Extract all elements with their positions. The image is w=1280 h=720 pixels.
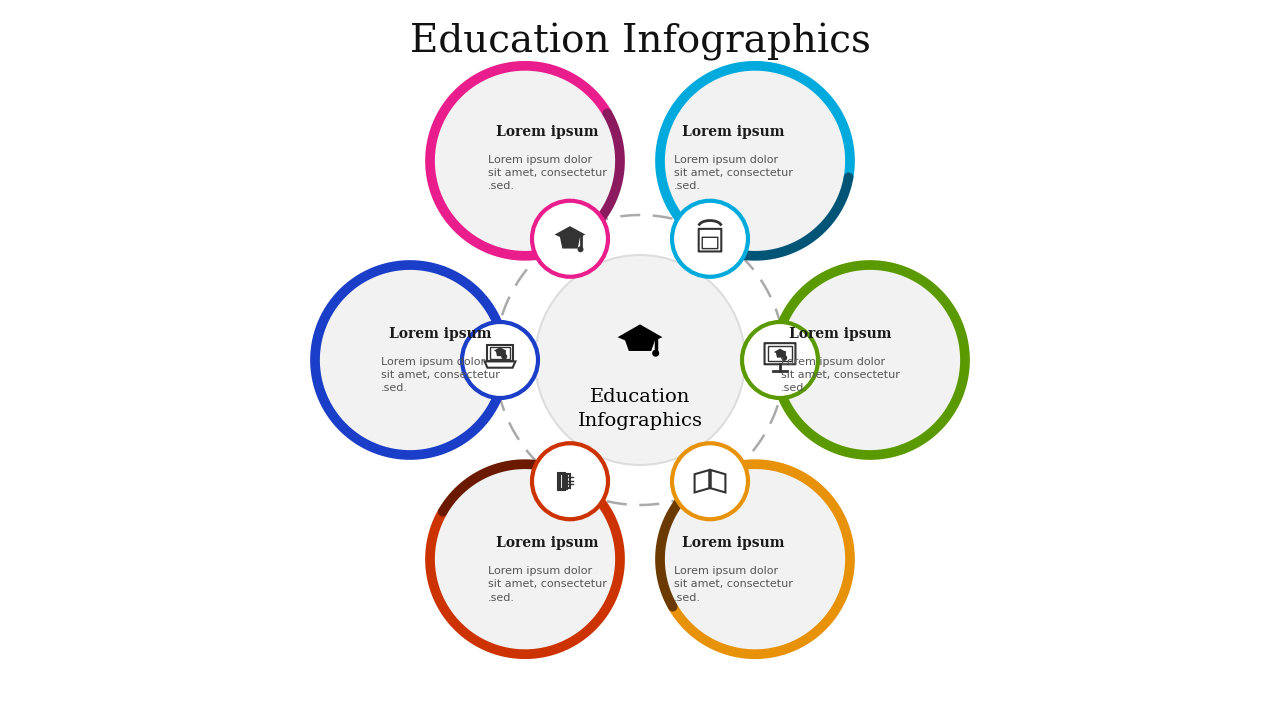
Circle shape	[704, 226, 721, 243]
Text: Lorem ipsum: Lorem ipsum	[389, 327, 492, 341]
Circle shape	[535, 255, 745, 465]
Text: Lorem ipsum: Lorem ipsum	[495, 536, 598, 550]
Polygon shape	[494, 347, 506, 354]
Text: Education
Infographics: Education Infographics	[577, 388, 703, 430]
Text: Lorem ipsum dolor
sit amet, consectetur
.sed.: Lorem ipsum dolor sit amet, consectetur …	[781, 357, 900, 393]
Circle shape	[559, 477, 576, 494]
Circle shape	[315, 265, 506, 455]
Circle shape	[559, 226, 576, 243]
Circle shape	[532, 444, 608, 519]
Polygon shape	[559, 235, 581, 248]
Text: Lorem ipsum dolor
sit amet, consectetur
.sed.: Lorem ipsum dolor sit amet, consectetur …	[673, 566, 792, 603]
Circle shape	[672, 444, 748, 519]
Text: Lorem ipsum: Lorem ipsum	[682, 125, 785, 139]
Circle shape	[462, 322, 538, 398]
Circle shape	[502, 354, 507, 359]
Text: Education Infographics: Education Infographics	[410, 23, 870, 61]
Circle shape	[653, 350, 659, 356]
Circle shape	[486, 352, 503, 368]
Polygon shape	[495, 351, 504, 356]
Circle shape	[781, 355, 787, 361]
Text: Lorem ipsum: Lorem ipsum	[788, 327, 891, 341]
Text: Lorem ipsum dolor
sit amet, consectetur
.sed.: Lorem ipsum dolor sit amet, consectetur …	[380, 357, 499, 393]
Circle shape	[704, 477, 721, 494]
Text: Lorem ipsum dolor
sit amet, consectetur
.sed.: Lorem ipsum dolor sit amet, consectetur …	[488, 155, 607, 192]
Circle shape	[532, 201, 608, 276]
Circle shape	[430, 464, 620, 654]
Text: Lorem ipsum dolor
sit amet, consectetur
.sed.: Lorem ipsum dolor sit amet, consectetur …	[673, 155, 792, 192]
Polygon shape	[625, 338, 655, 351]
Circle shape	[660, 66, 850, 256]
Text: Lorem ipsum dolor
sit amet, consectetur
.sed.: Lorem ipsum dolor sit amet, consectetur …	[488, 566, 607, 603]
Circle shape	[742, 322, 818, 398]
Circle shape	[430, 66, 620, 256]
Polygon shape	[618, 325, 663, 347]
Text: Lorem ipsum: Lorem ipsum	[682, 536, 785, 550]
Polygon shape	[554, 226, 585, 241]
Polygon shape	[774, 348, 786, 355]
Circle shape	[672, 201, 748, 276]
Circle shape	[577, 246, 584, 252]
Circle shape	[774, 265, 965, 455]
Circle shape	[777, 352, 794, 368]
Text: Lorem ipsum: Lorem ipsum	[495, 125, 598, 139]
Circle shape	[660, 464, 850, 654]
Polygon shape	[776, 352, 785, 358]
